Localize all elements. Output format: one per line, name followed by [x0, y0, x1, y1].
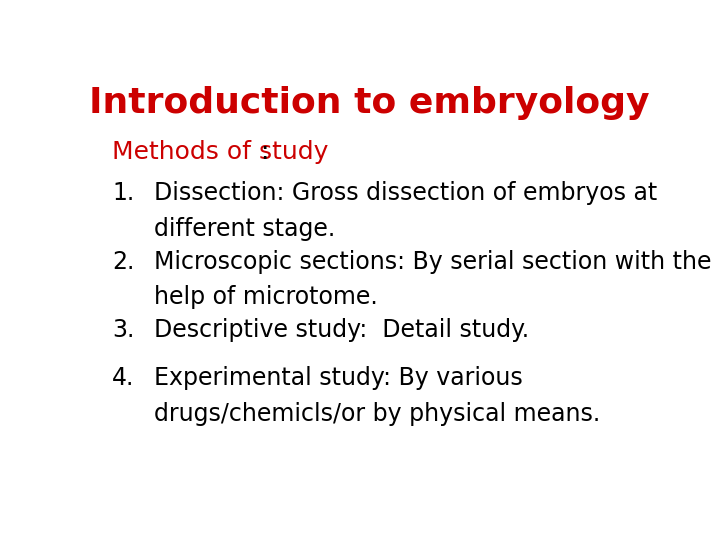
- Text: drugs/chemicls/or by physical means.: drugs/chemicls/or by physical means.: [154, 402, 600, 426]
- Text: Descriptive study:  Detail study.: Descriptive study: Detail study.: [154, 319, 529, 342]
- Text: Introduction to embryology: Introduction to embryology: [89, 85, 649, 119]
- Text: different stage.: different stage.: [154, 217, 336, 240]
- Text: Methods of study: Methods of study: [112, 140, 329, 164]
- Text: 1.: 1.: [112, 181, 135, 205]
- Text: Dissection: Gross dissection of embryos at: Dissection: Gross dissection of embryos …: [154, 181, 657, 205]
- Text: Microscopic sections: By serial section with the: Microscopic sections: By serial section …: [154, 250, 711, 274]
- Text: help of microtome.: help of microtome.: [154, 285, 378, 309]
- Text: 4.: 4.: [112, 366, 135, 390]
- Text: 3.: 3.: [112, 319, 135, 342]
- Text: 2.: 2.: [112, 250, 135, 274]
- Text: Experimental study: By various: Experimental study: By various: [154, 366, 523, 390]
- Text: :: :: [260, 140, 269, 164]
